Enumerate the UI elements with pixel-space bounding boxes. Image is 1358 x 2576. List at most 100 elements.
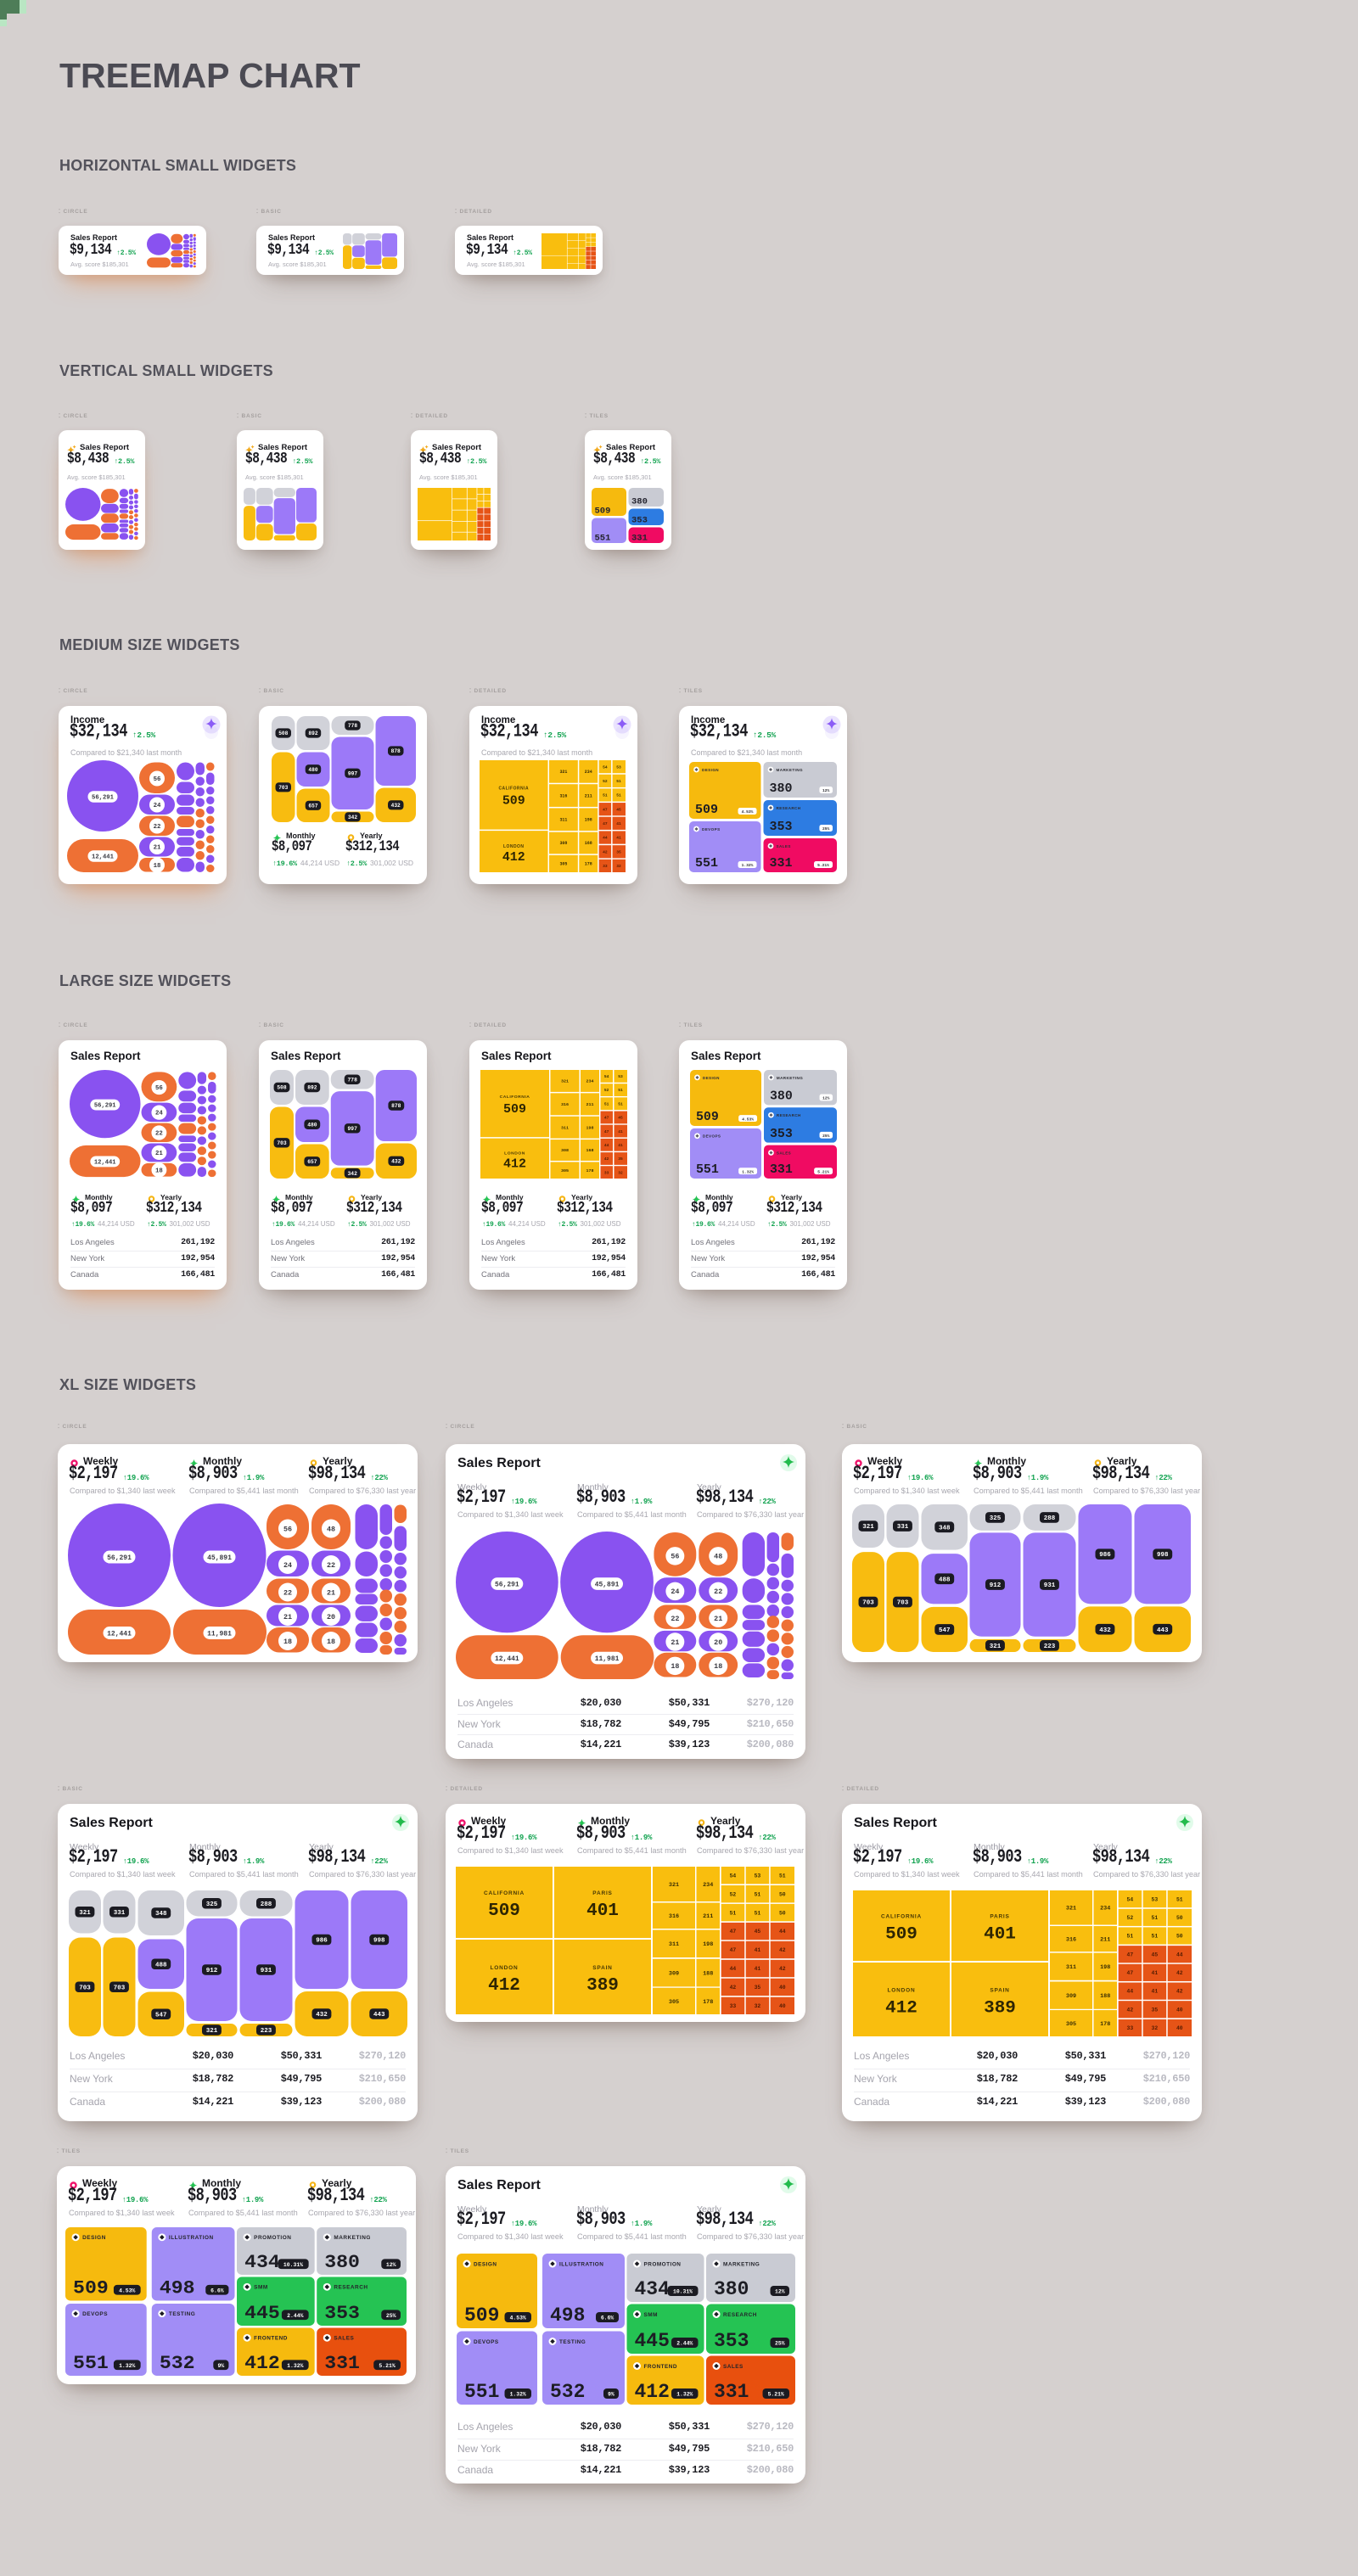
- svg-text:40: 40: [779, 2003, 786, 2009]
- svg-text:305: 305: [561, 1168, 569, 1173]
- svg-text:348: 348: [155, 1911, 167, 1918]
- svg-text:41: 41: [755, 1966, 761, 1972]
- svg-text:1.32%: 1.32%: [119, 2363, 135, 2369]
- svg-text:47: 47: [730, 1929, 737, 1935]
- svg-text:PARIS: PARIS: [592, 1890, 612, 1896]
- svg-text:42: 42: [779, 1966, 786, 1972]
- svg-text:551: 551: [464, 2381, 499, 2403]
- svg-text:18: 18: [714, 1663, 722, 1671]
- svg-text:311: 311: [559, 818, 567, 823]
- svg-text:35: 35: [1152, 2007, 1159, 2013]
- svg-text:ILLUSTRATION: ILLUSTRATION: [169, 2235, 214, 2241]
- svg-text:51: 51: [1152, 1915, 1159, 1921]
- svg-text:53: 53: [616, 764, 621, 770]
- svg-text:MARKETING: MARKETING: [723, 2261, 760, 2267]
- svg-text:MARKETING: MARKETING: [777, 768, 803, 772]
- svg-text:22: 22: [155, 1131, 163, 1138]
- svg-text:509: 509: [595, 507, 611, 517]
- svg-text:18: 18: [283, 1638, 292, 1646]
- svg-text:56,291: 56,291: [94, 1103, 116, 1110]
- svg-text:56,291: 56,291: [495, 1581, 519, 1588]
- svg-text:178: 178: [585, 862, 592, 867]
- svg-text:434: 434: [635, 2278, 671, 2300]
- svg-text:2.44%: 2.44%: [287, 2313, 303, 2319]
- svg-text:412: 412: [503, 1157, 526, 1171]
- svg-text:309: 309: [1066, 1993, 1076, 2000]
- svg-text:53: 53: [1152, 1896, 1159, 1902]
- svg-text:22: 22: [154, 824, 161, 831]
- svg-text:41: 41: [1152, 1989, 1159, 1995]
- svg-text:21: 21: [714, 1616, 722, 1623]
- svg-text:401: 401: [984, 1924, 1016, 1944]
- svg-text:321: 321: [862, 1524, 874, 1531]
- svg-text:52: 52: [1127, 1915, 1134, 1921]
- svg-text:480: 480: [307, 1122, 317, 1128]
- svg-text:211: 211: [586, 1102, 594, 1107]
- svg-text:434: 434: [244, 2251, 280, 2273]
- svg-text:316: 316: [1066, 1936, 1076, 1943]
- svg-text:321: 321: [669, 1882, 679, 1889]
- svg-text:DEVOPS: DEVOPS: [82, 2311, 108, 2317]
- svg-text:18: 18: [671, 1663, 679, 1671]
- svg-text:288: 288: [1044, 1515, 1056, 1522]
- svg-text:45,891: 45,891: [207, 1554, 232, 1562]
- svg-text:198: 198: [703, 1941, 713, 1948]
- svg-text:331: 331: [714, 2381, 749, 2403]
- svg-text:40: 40: [779, 1985, 786, 1991]
- svg-text:DESIGN: DESIGN: [702, 768, 719, 772]
- svg-text:42: 42: [1127, 2007, 1134, 2013]
- svg-text:47: 47: [604, 1116, 609, 1121]
- svg-text:44: 44: [604, 1143, 609, 1148]
- svg-text:445: 445: [244, 2302, 280, 2324]
- svg-text:311: 311: [1066, 1964, 1076, 1971]
- svg-text:32: 32: [616, 864, 621, 869]
- svg-text:41: 41: [1152, 1970, 1159, 1976]
- svg-text:10.31%: 10.31%: [673, 2289, 693, 2295]
- svg-text:21: 21: [155, 1151, 164, 1157]
- svg-text:353: 353: [714, 2330, 749, 2352]
- svg-text:18: 18: [327, 1638, 335, 1646]
- svg-text:32: 32: [1152, 2025, 1159, 2031]
- svg-text:48: 48: [327, 1525, 335, 1533]
- svg-text:12,441: 12,441: [107, 1630, 132, 1638]
- svg-text:51: 51: [616, 793, 621, 798]
- svg-text:321: 321: [559, 770, 567, 775]
- svg-text:PARIS: PARIS: [990, 1914, 1009, 1920]
- svg-text:LONDON: LONDON: [491, 1965, 519, 1971]
- svg-text:325: 325: [206, 1901, 218, 1908]
- svg-text:703: 703: [897, 1600, 909, 1607]
- svg-text:321: 321: [79, 1910, 91, 1917]
- svg-text:56: 56: [155, 1085, 163, 1092]
- svg-text:53: 53: [755, 1873, 761, 1879]
- svg-text:33: 33: [730, 2003, 737, 2009]
- svg-text:703: 703: [114, 1985, 126, 1991]
- svg-text:412: 412: [885, 1998, 917, 2018]
- svg-text:18: 18: [154, 863, 161, 870]
- svg-text:353: 353: [324, 2302, 360, 2324]
- svg-text:316: 316: [669, 1913, 679, 1920]
- svg-text:12,441: 12,441: [495, 1655, 519, 1663]
- svg-text:22: 22: [714, 1588, 722, 1596]
- svg-text:25%: 25%: [822, 1134, 829, 1139]
- svg-text:11,981: 11,981: [207, 1630, 232, 1638]
- svg-text:305: 305: [559, 862, 567, 867]
- svg-text:41: 41: [616, 836, 621, 841]
- svg-text:35: 35: [616, 849, 621, 854]
- svg-text:912: 912: [990, 1582, 1002, 1589]
- svg-text:551: 551: [73, 2352, 109, 2374]
- svg-text:998: 998: [373, 1938, 385, 1945]
- svg-text:2.44%: 2.44%: [676, 2341, 693, 2347]
- svg-text:10.31%: 10.31%: [283, 2262, 303, 2268]
- svg-text:12,441: 12,441: [92, 854, 115, 861]
- svg-text:44: 44: [1127, 1989, 1134, 1995]
- svg-text:412: 412: [635, 2381, 670, 2403]
- svg-text:24: 24: [155, 1111, 164, 1117]
- svg-text:22: 22: [671, 1616, 679, 1623]
- svg-text:321: 321: [561, 1079, 569, 1084]
- svg-text:9%: 9%: [608, 2392, 614, 2398]
- svg-text:42: 42: [1176, 1989, 1183, 1995]
- svg-text:PROMOTION: PROMOTION: [644, 2261, 682, 2267]
- svg-text:CALIFORNIA: CALIFORNIA: [498, 786, 529, 791]
- svg-text:SPAIN: SPAIN: [990, 1988, 1009, 1994]
- svg-text:309: 309: [669, 1971, 679, 1978]
